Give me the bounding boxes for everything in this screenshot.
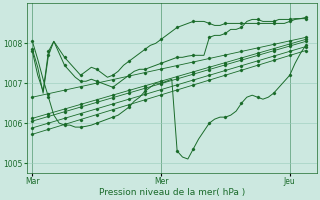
X-axis label: Pression niveau de la mer( hPa ): Pression niveau de la mer( hPa )	[99, 188, 245, 197]
